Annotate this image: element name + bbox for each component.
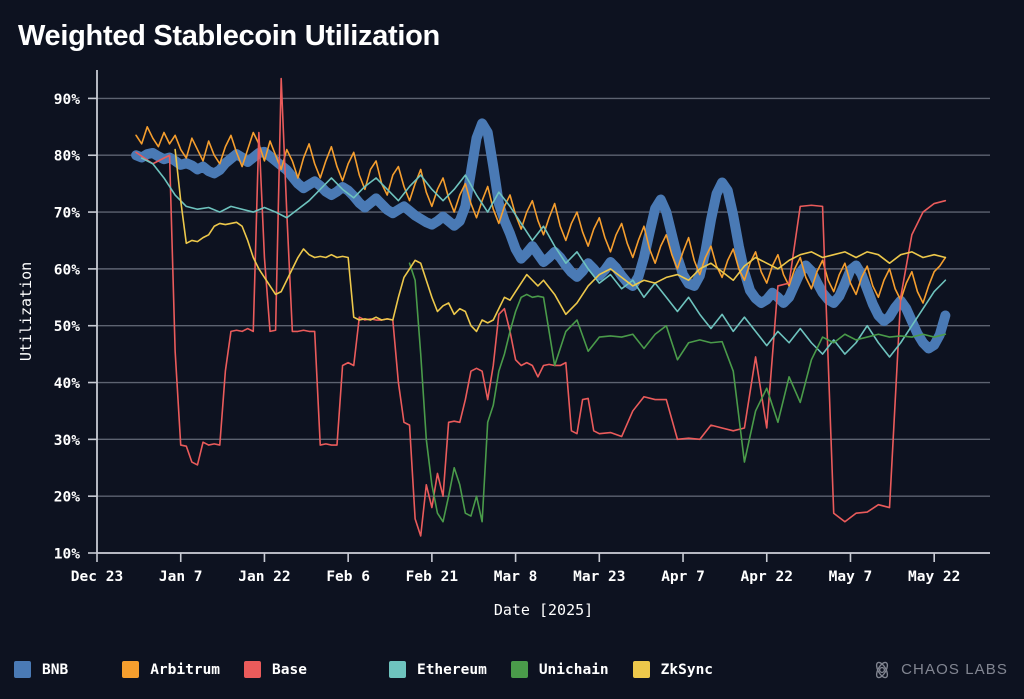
- y-tick-label: 70%: [54, 206, 80, 222]
- y-axis: 10% 20% 30% 40% 50% 60% 70% 80% 90%: [54, 92, 97, 563]
- legend-label: ZkSync: [660, 661, 714, 678]
- chart-series-group: [131, 77, 951, 537]
- axis-spines: [96, 70, 990, 554]
- chart-plot-area: 10% 20% 30% 40% 50% 60% 70% 80% 90% Dec 23 Jan 7 Ja…: [17, 70, 990, 619]
- x-axis-title: Date [2025]: [494, 601, 593, 619]
- legend-swatch-ethereum: [388, 661, 406, 678]
- x-tick-label: Jan 7: [159, 569, 203, 585]
- x-tick-label: Apr 7: [661, 569, 705, 585]
- legend-item-ethereum[interactable]: Ethereum: [388, 640, 487, 699]
- y-tick-label: 30%: [54, 433, 80, 449]
- legend-item-base[interactable]: Base: [244, 640, 307, 699]
- y-tick-label: 10%: [54, 547, 80, 563]
- series-line-unichain: [408, 262, 947, 523]
- x-tick-label: Mar 23: [573, 569, 625, 585]
- legend-swatch-bnb: [14, 661, 31, 678]
- chart-svg: 10% 20% 30% 40% 50% 60% 70% 80% 90% Dec 23 Jan 7 Ja…: [17, 70, 990, 619]
- gridlines: [97, 97, 990, 554]
- legend-label: Base: [272, 661, 307, 678]
- x-tick-label: May 22: [908, 569, 960, 585]
- legend-label: BNB: [42, 661, 69, 678]
- x-tick-label: Apr 22: [741, 569, 793, 585]
- y-tick-label: 20%: [54, 490, 80, 506]
- y-tick-label: 60%: [54, 262, 80, 278]
- x-tick-label: Dec 23: [71, 569, 123, 585]
- brand-logo: CHAOS LABS: [871, 659, 1008, 681]
- y-tick-label: 80%: [54, 149, 80, 165]
- series-line-ethereum: [140, 157, 947, 358]
- page-title: Weighted Stablecoin Utilization: [18, 20, 440, 52]
- legend-label: Ethereum: [416, 661, 487, 678]
- series-line-zksync: [174, 148, 947, 333]
- legend-swatch-unichain: [510, 661, 528, 678]
- x-tick-label: May 7: [829, 569, 873, 585]
- atom-orbit-icon: [876, 661, 889, 678]
- legend-swatch-zksync: [632, 661, 650, 678]
- legend-swatch-arbitrum: [122, 661, 140, 678]
- y-tick-label: 40%: [54, 376, 80, 392]
- chart-legend: BNB Arbitrum Base Ethereum Unichain ZkSync CH…: [0, 640, 1024, 699]
- x-axis: Dec 23 Jan 7 Jan 22 Feb 6 Feb 21 Mar 8 Mar 23 A…: [71, 553, 960, 585]
- y-tick-label: 90%: [54, 92, 80, 108]
- series-line-base: [135, 77, 947, 537]
- legend-label: Unichain: [538, 661, 609, 678]
- series-line-arbitrum: [135, 126, 947, 304]
- x-tick-label: Feb 21: [406, 569, 459, 585]
- x-tick-label: Jan 22: [238, 569, 290, 585]
- brand-name: CHAOS LABS: [901, 661, 1008, 678]
- legend-item-unichain[interactable]: Unichain: [510, 640, 609, 699]
- legend-item-bnb[interactable]: BNB: [14, 640, 68, 699]
- y-tick-label: 50%: [54, 319, 80, 335]
- legend-item-arbitrum[interactable]: Arbitrum: [122, 640, 220, 699]
- y-axis-title: Utilization: [17, 262, 35, 361]
- legend-swatch-base: [244, 661, 262, 678]
- legend-item-zksync[interactable]: ZkSync: [632, 640, 714, 699]
- legend-label: Arbitrum: [150, 661, 221, 678]
- x-tick-label: Mar 8: [494, 569, 538, 585]
- series-line-bnb: [131, 118, 951, 354]
- x-tick-label: Feb 6: [326, 569, 370, 585]
